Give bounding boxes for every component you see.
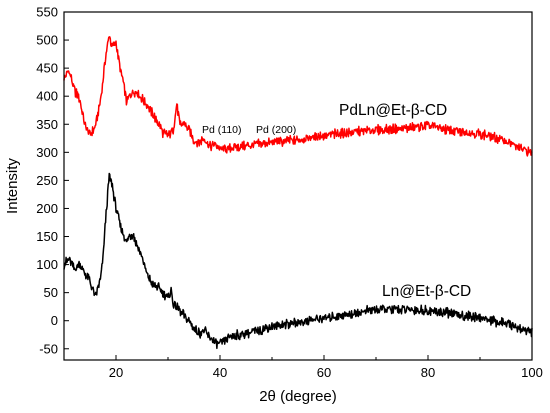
x-tick-label: 60 xyxy=(317,365,331,380)
annotation-pd-200: Pd (200) xyxy=(256,124,296,136)
y-tick-label: 100 xyxy=(36,257,58,272)
y-tick-label: 150 xyxy=(36,229,58,244)
y-tick-label: 0 xyxy=(51,313,58,328)
plot-frame xyxy=(63,11,533,361)
y-tick-label: -50 xyxy=(39,341,58,356)
series-line-0 xyxy=(63,36,533,157)
y-tick-label: 400 xyxy=(36,89,58,104)
series-line-1 xyxy=(63,172,533,350)
y-tick-label: 50 xyxy=(44,285,58,300)
y-tick-label: 450 xyxy=(36,61,58,76)
y-tick-label: 300 xyxy=(36,145,58,160)
x-axis-title: 2θ (degree) xyxy=(259,388,337,405)
ticks-layer: 20 40 60 80 100 -50 0 50 100 150 200 250 300 350 400 45… xyxy=(36,5,543,381)
x-tick-label: 20 xyxy=(109,365,123,380)
x-tick-label: 100 xyxy=(521,365,543,380)
x-tick-label: 80 xyxy=(421,365,435,380)
annotation-pd-110: Pd (110) xyxy=(202,124,242,136)
y-tick-label: 250 xyxy=(36,173,58,188)
series-label-ln: Ln@Et-β-CD xyxy=(382,283,471,300)
y-tick-label: 350 xyxy=(36,117,58,132)
y-tick-label: 200 xyxy=(36,201,58,216)
y-tick-label: 550 xyxy=(36,5,58,20)
series-label-pdln: PdLn@Et-β-CD xyxy=(339,102,447,119)
y-axis-title: Intensity xyxy=(4,158,21,214)
x-tick-label: 40 xyxy=(213,365,227,380)
y-tick-label: 500 xyxy=(36,33,58,48)
series-layer xyxy=(63,36,533,350)
